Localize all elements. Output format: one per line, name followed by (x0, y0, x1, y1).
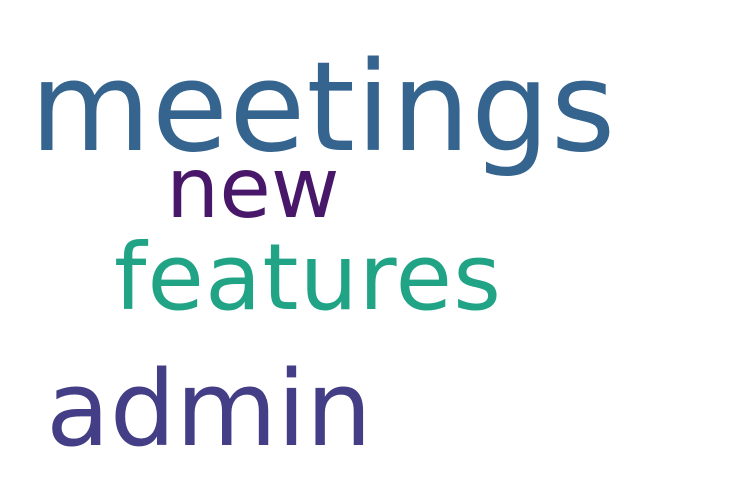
word-meetings: meetings (30, 36, 617, 180)
word-features: features (114, 224, 503, 331)
word-admin: admin (46, 348, 372, 470)
word-new: new (166, 139, 340, 237)
